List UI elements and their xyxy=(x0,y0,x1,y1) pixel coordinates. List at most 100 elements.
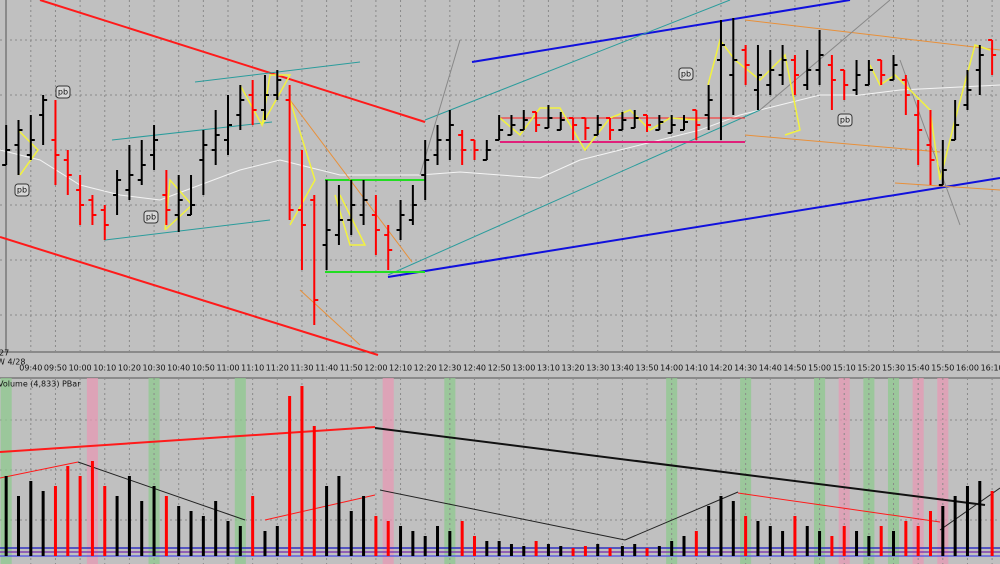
x-tick-label: 12:50 xyxy=(488,364,511,373)
volume-bar xyxy=(731,501,735,556)
volume-trend-line xyxy=(737,492,941,523)
shaded-column xyxy=(814,378,826,564)
volume-bar xyxy=(608,548,612,556)
x-tick-label: 14:40 xyxy=(759,364,782,373)
x-tick-label: 11:00 xyxy=(216,364,239,373)
shaded-column xyxy=(0,378,12,564)
volume-bar xyxy=(485,541,489,556)
shaded-column xyxy=(666,378,678,564)
x-tick-label: 11:30 xyxy=(290,364,313,373)
annotation-box xyxy=(14,183,30,197)
shaded-column xyxy=(887,378,900,564)
x-tick-label: 14:30 xyxy=(734,364,757,373)
x-tick-label: 13:00 xyxy=(512,364,535,373)
x-tick-label: 12:30 xyxy=(438,364,461,373)
volume-trend-line xyxy=(374,427,986,506)
volume-bar xyxy=(670,541,674,556)
volume-bar xyxy=(189,511,193,556)
volume-bar xyxy=(867,536,871,556)
volume-bar xyxy=(374,516,378,556)
x-tick-label: 09:50 xyxy=(44,364,67,373)
shaded-column xyxy=(740,378,752,564)
fan-line xyxy=(759,0,891,111)
volume-bar xyxy=(300,386,304,556)
volume-bar xyxy=(830,536,834,556)
volume-bar xyxy=(805,526,809,556)
x-tick-label: 11:50 xyxy=(340,364,363,373)
volume-bar xyxy=(645,548,649,556)
volume-bar xyxy=(842,526,846,556)
shaded-column xyxy=(234,378,246,564)
annotation: pb xyxy=(840,116,850,125)
volume-bar xyxy=(411,531,415,556)
x-tick-label: 14:20 xyxy=(709,364,732,373)
volume-bar xyxy=(312,426,316,556)
volume-bar xyxy=(633,544,637,556)
volume-bar xyxy=(386,521,390,556)
volume-bar xyxy=(90,461,94,556)
volume-bar xyxy=(127,476,131,556)
volume-bar xyxy=(818,531,822,556)
annotation-box xyxy=(143,210,159,224)
labels: Volume (4,833) PBar 27 W 4/28 09:40 09:50… xyxy=(0,67,1000,389)
volume-bar xyxy=(855,531,859,556)
marks xyxy=(2,18,997,556)
volume-bar xyxy=(781,531,785,556)
shaded-column xyxy=(838,378,850,564)
annotation: pb xyxy=(681,70,691,79)
volume-bar xyxy=(423,536,427,556)
x-tick-label: 15:40 xyxy=(907,364,930,373)
volume-bar xyxy=(707,506,711,556)
x-tick-label: 14:50 xyxy=(783,364,806,373)
trend-line xyxy=(471,0,851,63)
annotation: pb xyxy=(58,88,68,97)
annotation: pb xyxy=(17,186,27,195)
x-tick-label: 16:10 xyxy=(981,364,1000,373)
volume-bar xyxy=(436,526,440,556)
x-tick-label: 16:00 xyxy=(956,364,979,373)
volume-bar xyxy=(583,546,587,556)
x-tick-label: 13:10 xyxy=(537,364,560,373)
x-tick-label: 10:00 xyxy=(69,364,92,373)
volume-bar xyxy=(928,511,932,556)
volume-trend-line xyxy=(264,494,376,521)
volume-bar xyxy=(793,516,797,556)
volume-bar xyxy=(559,546,563,556)
volume-bar xyxy=(66,466,70,556)
channel-line xyxy=(387,109,761,276)
fan-line xyxy=(299,289,361,346)
volume-bar xyxy=(509,544,513,556)
volume-title: Volume (4,833) PBar xyxy=(0,380,81,389)
volume-bar xyxy=(238,526,242,556)
x-tick-label: 12:10 xyxy=(389,364,412,373)
volume-bar xyxy=(904,521,908,556)
trend-line xyxy=(0,236,379,356)
volume-bar xyxy=(152,486,156,556)
fan-line xyxy=(744,19,1000,51)
x-tick-label: 10:30 xyxy=(143,364,166,373)
volume-bar xyxy=(941,506,945,556)
date-label: W 4/28 xyxy=(0,358,25,367)
zigzag xyxy=(239,74,292,128)
volume-bar xyxy=(448,531,452,556)
volume-bar xyxy=(115,496,119,556)
volume-bar xyxy=(399,526,403,556)
volume-bar xyxy=(460,521,464,556)
x-tick-label: 12:40 xyxy=(463,364,486,373)
x-tick-label: 14:00 xyxy=(660,364,683,373)
volume-bar xyxy=(916,526,920,556)
annotation-box xyxy=(55,85,71,99)
fan-line xyxy=(744,134,941,153)
annotation-box xyxy=(837,113,853,127)
volume-bar xyxy=(16,496,20,556)
volume-bar xyxy=(965,486,969,556)
x-tick-label: 11:10 xyxy=(241,364,264,373)
volume-bar xyxy=(620,546,624,556)
volume-bar xyxy=(657,546,661,556)
x-tick-label: 13:30 xyxy=(586,364,609,373)
trend-line xyxy=(39,0,426,123)
x-tick-label: 09:40 xyxy=(19,364,42,373)
x-tick-label: 15:10 xyxy=(833,364,856,373)
